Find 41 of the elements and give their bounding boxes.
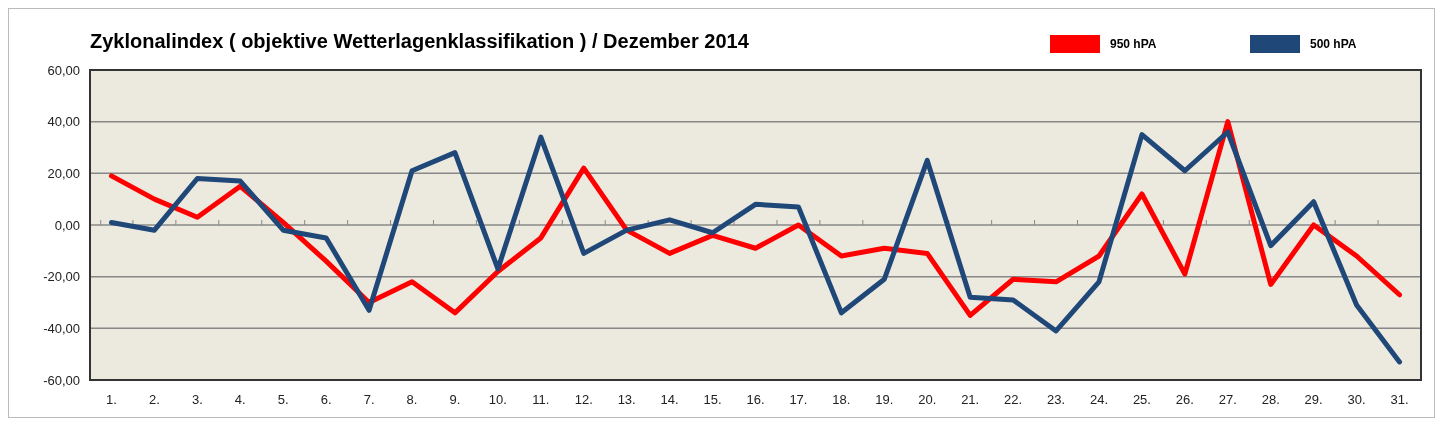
x-tick-label: 6. bbox=[320, 392, 332, 407]
y-tick-label: 60,00 bbox=[47, 62, 80, 78]
legend-label: 950 hPA bbox=[1110, 37, 1157, 51]
y-tick-label: -40,00 bbox=[43, 320, 80, 336]
legend-label: 500 hPA bbox=[1310, 37, 1357, 51]
x-tick-label: 23. bbox=[1047, 392, 1066, 407]
x-tick-label: 25. bbox=[1132, 392, 1151, 407]
y-tick-label: -20,00 bbox=[43, 269, 80, 285]
x-tick-label: 8. bbox=[406, 392, 418, 407]
x-tick-label: 10. bbox=[488, 392, 507, 407]
x-tick-label: 11. bbox=[532, 392, 550, 407]
x-tick-label: 16. bbox=[746, 392, 765, 407]
x-tick-label: 24. bbox=[1089, 392, 1109, 407]
x-tick-label: 13. bbox=[617, 392, 636, 407]
x-tick-label: 31. bbox=[1390, 392, 1409, 407]
x-tick-label: 27. bbox=[1218, 392, 1237, 407]
x-tick-label: 18. bbox=[832, 392, 851, 407]
x-tick-label: 3. bbox=[191, 392, 203, 407]
x-tick-label: 7. bbox=[363, 392, 375, 407]
x-tick-label: 26. bbox=[1175, 392, 1194, 407]
x-tick-label: 9. bbox=[449, 392, 461, 407]
x-tick-label: 1. bbox=[106, 392, 117, 407]
x-tick-label: 17. bbox=[789, 392, 808, 407]
x-tick-label: 20. bbox=[918, 392, 937, 407]
x-tick-label: 5. bbox=[277, 392, 289, 407]
x-tick-label: 12. bbox=[574, 392, 593, 407]
x-tick-label: 4. bbox=[234, 392, 246, 407]
x-tick-label: 14. bbox=[660, 392, 679, 407]
y-tick-label: 20,00 bbox=[47, 165, 80, 181]
x-tick-label: 30. bbox=[1347, 392, 1366, 407]
x-tick-label: 2. bbox=[148, 392, 160, 407]
x-tick-label: 29. bbox=[1304, 392, 1323, 407]
x-tick-label: 28. bbox=[1261, 392, 1280, 407]
x-tick-label: 21. bbox=[961, 392, 980, 407]
y-tick-label: 40,00 bbox=[47, 114, 80, 130]
y-tick-label: -60,00 bbox=[43, 372, 80, 388]
x-tick-label: 22. bbox=[1004, 392, 1023, 407]
x-tick-label: 15. bbox=[703, 392, 722, 407]
x-tick-label: 19. bbox=[875, 392, 894, 407]
y-tick-label: 0,00 bbox=[54, 217, 80, 233]
chart-title: Zyklonalindex ( objektive Wetterlagenklassifikation ) / Dezember 2014 bbox=[90, 30, 750, 52]
